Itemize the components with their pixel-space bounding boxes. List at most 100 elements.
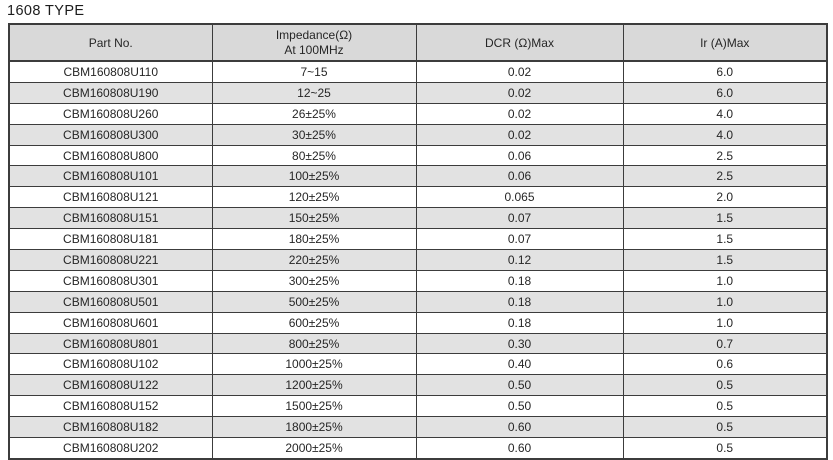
ir-cell: 2.5	[622, 165, 828, 188]
ir-cell: 4.0	[622, 102, 828, 125]
ir-header: Ir (A)Max	[622, 23, 828, 62]
part-no-cell: CBM160808U301	[8, 269, 213, 292]
table-row: CBM160808U152 1500±25% 0.50 0.5	[8, 395, 828, 418]
header-row: Part No. Impedance(Ω) At 100MHz DCR (Ω)M…	[8, 23, 828, 62]
table-row: CBM160808U110 7~15 0.02 6.0	[8, 60, 828, 83]
table-row: CBM160808U202 2000±25% 0.60 0.5	[8, 437, 828, 460]
spec-table: Part No. Impedance(Ω) At 100MHz DCR (Ω)M…	[8, 23, 828, 460]
part-no-cell: CBM160808U110	[8, 60, 213, 83]
ir-cell: 0.5	[622, 416, 828, 439]
part-no-cell: CBM160808U190	[8, 81, 213, 104]
table-row: CBM160808U300 30±25% 0.02 4.0	[8, 123, 828, 146]
impedance-cell: 300±25%	[211, 269, 417, 292]
impedance-cell: 1500±25%	[211, 395, 417, 418]
impedance-cell: 600±25%	[211, 311, 417, 334]
impedance-header-line1: Impedance(Ω)	[275, 28, 353, 43]
ir-cell: 4.0	[622, 123, 828, 146]
table-row: CBM160808U102 1000±25% 0.40 0.6	[8, 353, 828, 376]
part-no-cell: CBM160808U182	[8, 416, 213, 439]
table-row: CBM160808U221 220±25% 0.12 1.5	[8, 249, 828, 271]
dcr-cell: 0.02	[415, 81, 624, 104]
part-no-cell: CBM160808U152	[8, 395, 213, 418]
impedance-cell: 800±25%	[211, 332, 417, 355]
table-body: CBM160808U110 7~15 0.02 6.0 CBM160808U190 12~…	[8, 60, 828, 460]
impedance-cell: 1000±25%	[211, 353, 417, 376]
table-row: CBM160808U122 1200±25% 0.50 0.5	[8, 374, 828, 397]
table-row: CBM160808U301 300±25% 0.18 1.0	[8, 269, 828, 292]
dcr-header: DCR (Ω)Max	[415, 23, 624, 62]
dcr-cell: 0.06	[415, 144, 624, 167]
table-row: CBM160808U151 150±25% 0.07 1.5	[8, 207, 828, 230]
part-no-cell: CBM160808U151	[8, 207, 213, 230]
impedance-cell: 220±25%	[211, 249, 417, 271]
dcr-cell: 0.50	[415, 374, 624, 397]
part-no-cell: CBM160808U601	[8, 311, 213, 334]
impedance-cell: 2000±25%	[211, 437, 417, 460]
dcr-cell: 0.02	[415, 60, 624, 83]
part-no-cell: CBM160808U121	[8, 186, 213, 209]
impedance-cell: 1200±25%	[211, 374, 417, 397]
dcr-cell: 0.30	[415, 332, 624, 355]
part-no-cell: CBM160808U101	[8, 165, 213, 188]
dcr-cell: 0.07	[415, 207, 624, 230]
part-no-cell: CBM160808U102	[8, 353, 213, 376]
dcr-cell: 0.50	[415, 395, 624, 418]
part-no-cell: CBM160808U801	[8, 332, 213, 355]
part-no-cell: CBM160808U501	[8, 290, 213, 313]
part-no-cell: CBM160808U202	[8, 437, 213, 460]
dcr-cell: 0.06	[415, 165, 624, 188]
ir-cell: 6.0	[622, 60, 828, 83]
part-no-cell: CBM160808U221	[8, 249, 213, 271]
impedance-cell: 30±25%	[211, 123, 417, 146]
part-no-cell: CBM160808U181	[8, 228, 213, 251]
ir-cell: 0.5	[622, 437, 828, 460]
dcr-cell: 0.065	[415, 186, 624, 209]
ir-cell: 1.5	[622, 228, 828, 251]
ir-cell: 1.0	[622, 311, 828, 334]
dcr-cell: 0.18	[415, 290, 624, 313]
page-title: 1608 TYPE	[7, 3, 85, 19]
dcr-cell: 0.60	[415, 437, 624, 460]
table-row: CBM160808U801 800±25% 0.30 0.7	[8, 332, 828, 355]
dcr-cell: 0.18	[415, 311, 624, 334]
table-header: Part No. Impedance(Ω) At 100MHz DCR (Ω)M…	[8, 23, 828, 62]
part-no-cell: CBM160808U300	[8, 123, 213, 146]
impedance-cell: 26±25%	[211, 102, 417, 125]
part-no-cell: CBM160808U800	[8, 144, 213, 167]
impedance-cell: 12~25	[211, 81, 417, 104]
ir-cell: 2.5	[622, 144, 828, 167]
impedance-header-line2: At 100MHz	[284, 42, 344, 57]
impedance-cell: 120±25%	[211, 186, 417, 209]
ir-cell: 0.5	[622, 374, 828, 397]
ir-cell: 1.5	[622, 249, 828, 271]
ir-cell: 0.7	[622, 332, 828, 355]
impedance-cell: 1800±25%	[211, 416, 417, 439]
table-row: CBM160808U601 600±25% 0.18 1.0	[8, 311, 828, 334]
ir-cell: 1.0	[622, 290, 828, 313]
impedance-header: Impedance(Ω) At 100MHz	[211, 23, 417, 62]
table-row: CBM160808U190 12~25 0.02 6.0	[8, 81, 828, 104]
ir-cell: 0.5	[622, 395, 828, 418]
dcr-cell: 0.07	[415, 228, 624, 251]
dcr-cell: 0.60	[415, 416, 624, 439]
dcr-cell: 0.40	[415, 353, 624, 376]
table-row: CBM160808U182 1800±25% 0.60 0.5	[8, 416, 828, 439]
impedance-cell: 100±25%	[211, 165, 417, 188]
table-row: CBM160808U181 180±25% 0.07 1.5	[8, 228, 828, 251]
dcr-cell: 0.02	[415, 102, 624, 125]
table-row: CBM160808U800 80±25% 0.06 2.5	[8, 144, 828, 167]
impedance-cell: 180±25%	[211, 228, 417, 251]
dcr-cell: 0.02	[415, 123, 624, 146]
impedance-cell: 80±25%	[211, 144, 417, 167]
impedance-cell: 150±25%	[211, 207, 417, 230]
impedance-cell: 7~15	[211, 60, 417, 83]
ir-cell: 1.0	[622, 269, 828, 292]
table-row: CBM160808U101 100±25% 0.06 2.5	[8, 165, 828, 188]
table-row: CBM160808U260 26±25% 0.02 4.0	[8, 102, 828, 125]
ir-cell: 2.0	[622, 186, 828, 209]
ir-cell: 6.0	[622, 81, 828, 104]
ir-cell: 1.5	[622, 207, 828, 230]
part-no-cell: CBM160808U260	[8, 102, 213, 125]
table-row: CBM160808U501 500±25% 0.18 1.0	[8, 290, 828, 313]
dcr-cell: 0.18	[415, 269, 624, 292]
